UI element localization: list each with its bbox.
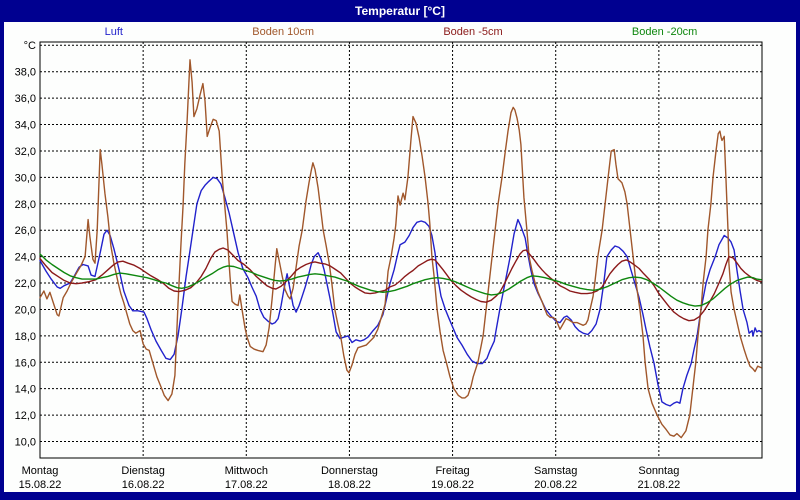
- x-day-name: Mittwoch: [225, 465, 268, 477]
- window-title: Temperatur [°C]: [355, 4, 445, 18]
- x-day-date: 20.08.22: [534, 479, 577, 491]
- y-tick-label: 30,0: [15, 172, 36, 184]
- x-day-name: Donnerstag: [321, 465, 378, 477]
- y-tick-label: 36,0: [15, 93, 36, 105]
- x-day-name: Dienstag: [121, 465, 164, 477]
- y-tick-label: 20,0: [15, 304, 36, 316]
- series-boden-5cm: [39, 247, 762, 322]
- y-tick-label: 14,0: [15, 384, 36, 396]
- x-day-name: Sonntag: [638, 465, 679, 477]
- x-day-date: 19.08.22: [431, 479, 474, 491]
- y-tick-label: 32,0: [15, 146, 36, 158]
- x-day-name: Freitag: [435, 465, 469, 477]
- window-title-bar[interactable]: Temperatur [°C]: [0, 0, 800, 22]
- x-day-name: Montag: [22, 465, 59, 477]
- window-border-left: [0, 22, 4, 500]
- x-day-date: 17.08.22: [225, 479, 268, 491]
- chart-legend: Luft Boden 10cm Boden -5cm Boden -20cm: [40, 24, 762, 40]
- y-tick-label: 18,0: [15, 331, 36, 343]
- y-tick-label: 22,0: [15, 278, 36, 290]
- series-boden-10cm: [39, 59, 762, 439]
- legend-item-luft: Luft: [104, 26, 123, 38]
- series-luft: [39, 176, 762, 407]
- y-tick-label: 28,0: [15, 199, 36, 211]
- plot-border: [39, 41, 763, 459]
- window-border-right: [796, 22, 800, 500]
- series-boden-20cm: [39, 253, 762, 307]
- x-day-date: 21.08.22: [637, 479, 680, 491]
- y-tick-label: 34,0: [15, 120, 36, 132]
- y-tick-label: 24,0: [15, 252, 36, 264]
- x-day-date: 16.08.22: [122, 479, 165, 491]
- legend-item-boden-20cm: Boden -20cm: [631, 26, 698, 38]
- window-border-bottom: [0, 492, 800, 500]
- x-day-date: 15.08.22: [19, 479, 62, 491]
- y-tick-label: 16,0: [15, 357, 36, 369]
- legend-item-boden-5cm: Boden -5cm: [443, 26, 503, 38]
- y-tick-label: 10,0: [15, 437, 36, 449]
- y-tick-label: 12,0: [15, 410, 36, 422]
- y-axis-unit-label: °C: [23, 40, 36, 52]
- y-tick-label: 38,0: [15, 67, 36, 79]
- x-day-name: Samstag: [534, 465, 577, 477]
- x-day-date: 18.08.22: [328, 479, 371, 491]
- legend-item-boden-10cm: Boden 10cm: [252, 26, 315, 38]
- y-tick-label: 26,0: [15, 225, 36, 237]
